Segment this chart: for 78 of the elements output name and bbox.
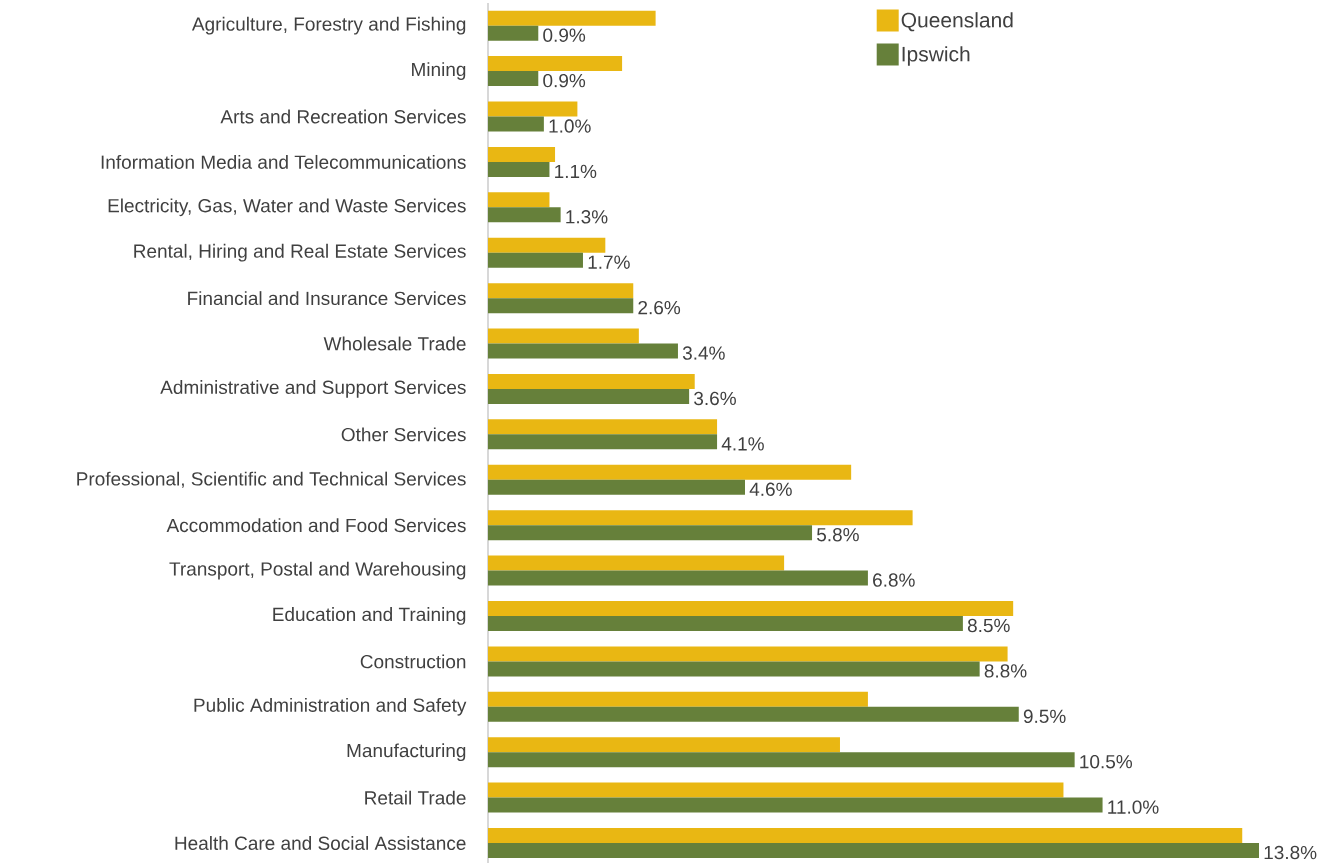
bar bbox=[488, 752, 1075, 768]
data-label: 6.8% bbox=[873, 573, 915, 587]
bar bbox=[488, 570, 868, 586]
y-tick-label: Health Care and Social Assistance bbox=[175, 836, 466, 850]
bar bbox=[488, 737, 840, 753]
data-label: 8.5% bbox=[967, 618, 1010, 633]
y-tick-label: Manufacturing bbox=[347, 743, 466, 762]
bar bbox=[488, 207, 561, 223]
data-label: 1.7% bbox=[588, 255, 630, 269]
bar bbox=[488, 615, 963, 631]
data-label: 1.0% bbox=[549, 119, 591, 133]
bar bbox=[488, 71, 539, 87]
y-tick-label: Arts and Recreation Services bbox=[220, 109, 466, 124]
bar bbox=[488, 600, 1014, 616]
bar bbox=[488, 101, 578, 117]
data-label: 4.6% bbox=[749, 482, 792, 496]
y-tick-label: Other Services bbox=[341, 427, 466, 442]
bar bbox=[488, 782, 1064, 798]
bar bbox=[488, 237, 606, 253]
bar bbox=[488, 525, 813, 541]
y-tick-label: Agriculture, Forestry and Fishing bbox=[191, 16, 466, 35]
data-label: 8.8% bbox=[984, 664, 1027, 678]
bar bbox=[488, 116, 544, 132]
bar bbox=[488, 843, 1259, 859]
y-tick-label: Accommodation and Food Services bbox=[166, 518, 466, 533]
bar bbox=[488, 343, 678, 359]
data-label: 13.8% bbox=[1264, 845, 1317, 860]
bar bbox=[488, 252, 583, 268]
bar bbox=[488, 510, 913, 526]
y-tick-label: Retail Trade bbox=[365, 790, 466, 805]
bar bbox=[488, 828, 1243, 844]
y-tick-label: Administrative and Support Services bbox=[160, 380, 466, 398]
bar bbox=[488, 10, 656, 26]
bar bbox=[488, 464, 852, 480]
data-label: 1.1% bbox=[555, 164, 597, 179]
bar bbox=[488, 706, 1019, 722]
y-tick-label: Financial and Insurance Services bbox=[188, 291, 466, 306]
legend-label: Queensland bbox=[901, 12, 1013, 32]
data-label: 3.4% bbox=[682, 346, 725, 360]
data-label: 0.9% bbox=[543, 28, 586, 42]
bar bbox=[488, 25, 539, 41]
y-tick-label: Wholesale Trade bbox=[323, 336, 466, 351]
bar bbox=[488, 161, 550, 177]
bar bbox=[488, 298, 634, 314]
bar bbox=[488, 192, 550, 208]
bar bbox=[488, 434, 718, 450]
data-label: 3.6% bbox=[694, 391, 736, 406]
y-tick-label: Professional, Scientific and Technical Services bbox=[77, 471, 466, 488]
bar bbox=[488, 388, 690, 404]
bar bbox=[488, 797, 1103, 813]
bar bbox=[488, 691, 868, 707]
bar bbox=[488, 419, 718, 435]
bar bbox=[488, 661, 980, 677]
y-tick-label: Transport, Postal and Warehousing bbox=[169, 561, 466, 580]
y-tick-label: Information Media and Telecommunications bbox=[101, 154, 466, 169]
y-tick-label: Electricity, Gas, Water and Waste Services bbox=[108, 198, 466, 217]
data-label: 10.5% bbox=[1080, 754, 1133, 769]
bar bbox=[488, 555, 785, 571]
bar bbox=[488, 283, 634, 299]
data-label: 4.1% bbox=[721, 437, 764, 451]
data-label: 0.9% bbox=[543, 73, 586, 88]
bar bbox=[488, 56, 623, 72]
y-tick-label: Construction bbox=[360, 654, 466, 669]
y-tick-label: Education and Training bbox=[273, 607, 466, 625]
bar bbox=[488, 146, 556, 162]
data-label: 5.8% bbox=[817, 527, 859, 542]
y-tick-label: Public Administration and Safety bbox=[194, 697, 467, 716]
bar bbox=[488, 479, 745, 495]
y-tick-label: Rental, Hiring and Real Estate Services bbox=[134, 243, 466, 262]
legend-label: Ipswich bbox=[902, 46, 970, 66]
bar bbox=[488, 373, 695, 389]
data-label: 2.6% bbox=[638, 300, 681, 315]
data-label: 1.3% bbox=[566, 210, 608, 224]
bar bbox=[488, 646, 1008, 662]
y-tick-label: Mining bbox=[412, 62, 466, 80]
data-label: 11.0% bbox=[1108, 800, 1159, 814]
data-label: 9.5% bbox=[1023, 709, 1066, 724]
bar bbox=[488, 328, 639, 344]
